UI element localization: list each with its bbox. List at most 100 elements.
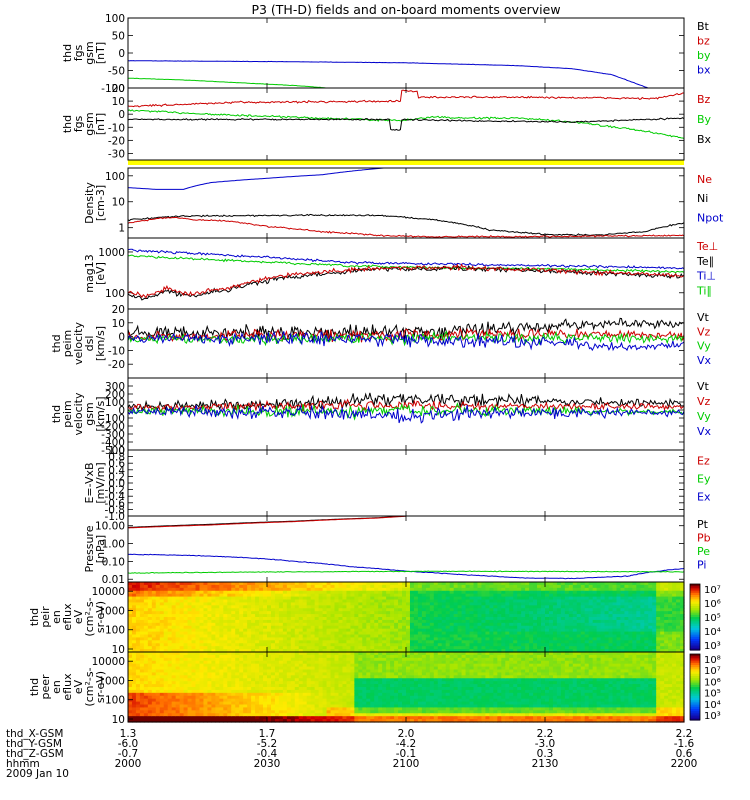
spectrogram-cell [259, 602, 264, 606]
spectrogram-cell [314, 625, 320, 630]
spectrogram-cell [382, 631, 387, 636]
spectrogram-cell [386, 631, 391, 636]
spectrogram-cell [441, 617, 447, 621]
spectrogram-cell [453, 643, 459, 647]
spectrogram-cell [147, 602, 153, 606]
spectrogram-cell [231, 640, 236, 644]
spectrogram-cell [187, 611, 193, 615]
spectrogram-cell [548, 622, 554, 627]
spectrogram-cell [334, 631, 340, 636]
spectrogram-cell [263, 660, 268, 665]
spectrogram-cell [437, 590, 443, 595]
spectrogram-cell [378, 617, 383, 621]
spectrogram-cell [632, 643, 637, 647]
spectrogram-cell [505, 608, 510, 612]
spectrogram-cell [509, 590, 514, 595]
spectrogram-cell [608, 649, 614, 653]
spectrogram-cell [461, 637, 467, 641]
spectrogram-cell [362, 637, 367, 641]
spectrogram-cell [199, 599, 205, 604]
spectrogram-cell [310, 692, 316, 697]
spectrogram-cell [191, 701, 197, 706]
spectrogram-cell [596, 584, 602, 589]
spectrogram-cell [680, 619, 685, 624]
y-tick-label: -10 [108, 345, 125, 357]
spectrogram-cell [183, 672, 189, 676]
spectrogram-cell [402, 587, 407, 592]
spectrogram-cell [147, 634, 153, 639]
spectrogram-cell [239, 660, 244, 665]
spectrogram-cell [191, 628, 197, 633]
spectrogram-cell [604, 649, 610, 653]
spectrogram-cell [223, 649, 228, 653]
spectrogram-cell [306, 716, 312, 720]
spectrogram-cell [322, 684, 328, 688]
spectrogram-cell [251, 596, 256, 601]
spectrogram-cell [556, 608, 562, 612]
spectrogram-cell [290, 675, 296, 679]
spectrogram-cell [608, 596, 614, 601]
spectrogram-cell [453, 631, 459, 636]
spectrogram-cell [489, 643, 494, 647]
spectrogram-cell [672, 593, 677, 598]
spectrogram-cell [290, 710, 296, 714]
spectrogram-cell [159, 596, 165, 601]
spectrogram-cell [394, 643, 399, 647]
spectrogram-cell [187, 652, 193, 656]
spectrogram-cell [179, 649, 185, 653]
spectrogram-cell [481, 614, 487, 618]
spectrogram-cell [128, 593, 133, 598]
spectrogram-cell [167, 660, 173, 665]
spectrogram-cell [552, 634, 558, 639]
spectrogram-cell [386, 643, 391, 647]
spectrogram-cell [441, 637, 447, 641]
spectrogram-cell [139, 590, 145, 595]
spectrogram-cell [330, 596, 336, 601]
spectrogram-cell [604, 596, 610, 601]
spectrogram-cell [449, 634, 455, 639]
spectrogram-cell [235, 614, 240, 618]
spectrogram-cell [155, 660, 161, 665]
spectrogram-cell [155, 646, 161, 650]
spectrogram-cell [580, 614, 586, 618]
spectrogram-cell [552, 619, 558, 624]
spectrogram-cell [203, 672, 209, 676]
spectrogram-cell [326, 719, 332, 723]
spectrogram-cell [509, 596, 514, 601]
spectrogram-cell [191, 634, 197, 639]
spectrogram-cell [425, 628, 431, 633]
spectrogram-cell [465, 611, 471, 615]
spectrogram-cell [143, 593, 149, 598]
spectrogram-cell [159, 695, 165, 700]
spectrogram-cell [187, 619, 193, 624]
spectrogram-cell [128, 599, 133, 604]
spectrogram-cell [155, 590, 161, 595]
spectrogram-cell [656, 617, 661, 621]
spectrogram-cell [211, 622, 216, 627]
spectrogram-cell [215, 687, 220, 691]
spectrogram-cell [147, 657, 153, 662]
spectrogram-cell [155, 716, 161, 720]
spectrogram-cell [592, 593, 598, 598]
spectrogram-cell [592, 643, 598, 647]
spectrogram-cell [592, 587, 598, 592]
spectrogram-cell [505, 582, 510, 586]
spectrogram-cell [223, 689, 228, 694]
spectrogram-cell [211, 619, 216, 624]
spectrogram-cell [247, 587, 252, 592]
spectrogram-cell [525, 628, 530, 633]
spectrogram-cell [302, 669, 308, 674]
spectrogram-cell [219, 678, 224, 682]
spectrogram-cell [386, 640, 391, 644]
spectrogram-cell [259, 675, 264, 679]
spectrogram-cell [159, 593, 165, 598]
spectrogram-cell [628, 590, 633, 595]
spectrogram-cell [215, 584, 220, 589]
spectrogram-cell [179, 719, 185, 723]
spectrogram-cell [151, 672, 157, 676]
y-axis-label: mag13 [83, 254, 96, 292]
spectrogram-cell [143, 684, 149, 688]
spectrogram-cell [545, 611, 550, 615]
spectrogram-cell [278, 593, 284, 598]
spectrogram-cell [473, 590, 479, 595]
